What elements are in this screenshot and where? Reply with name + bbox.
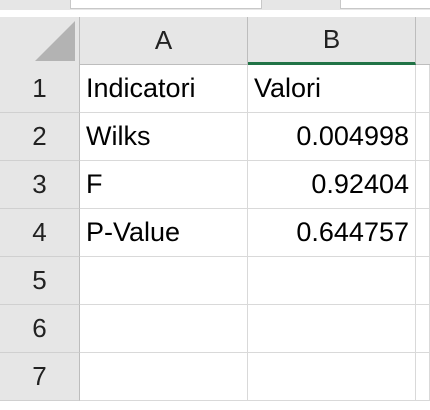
cell-a1[interactable]: Indicatori xyxy=(80,65,248,113)
cell-a2[interactable]: Wilks xyxy=(80,113,248,161)
cell-a3[interactable]: F xyxy=(80,161,248,209)
cell-b1[interactable]: Valori xyxy=(248,65,416,113)
cell-c6[interactable] xyxy=(416,305,430,353)
ribbon-edge xyxy=(0,0,430,10)
cell-b5[interactable] xyxy=(248,257,416,305)
row-header-5[interactable]: 5 xyxy=(0,257,80,305)
formula-bar-edge xyxy=(70,0,262,9)
row-header-1[interactable]: 1 xyxy=(0,65,80,113)
cell-c3[interactable] xyxy=(416,161,430,209)
select-all-button[interactable] xyxy=(0,17,80,66)
row-header-3[interactable]: 3 xyxy=(0,161,80,209)
column-header-c-partial[interactable] xyxy=(416,17,430,65)
cell-b7[interactable] xyxy=(248,353,416,401)
cell-c7[interactable] xyxy=(416,353,430,401)
column-header-a[interactable]: A xyxy=(80,17,248,65)
row-header-4[interactable]: 4 xyxy=(0,209,80,257)
cell-c5[interactable] xyxy=(416,257,430,305)
row-header-2[interactable]: 2 xyxy=(0,113,80,161)
cell-c1[interactable] xyxy=(416,65,430,113)
cell-b3[interactable]: 0.92404 xyxy=(248,161,416,209)
cell-a4[interactable]: P-Value xyxy=(80,209,248,257)
cell-a5[interactable] xyxy=(80,257,248,305)
cell-b6[interactable] xyxy=(248,305,416,353)
cell-b4[interactable]: 0.644757 xyxy=(248,209,416,257)
column-header-b[interactable]: B xyxy=(248,17,416,65)
cell-c4[interactable] xyxy=(416,209,430,257)
cell-b2[interactable]: 0.004998 xyxy=(248,113,416,161)
cell-a6[interactable] xyxy=(80,305,248,353)
select-all-triangle-icon xyxy=(35,21,75,61)
cell-a7[interactable] xyxy=(80,353,248,401)
cell-c2[interactable] xyxy=(416,113,430,161)
row-header-7[interactable]: 7 xyxy=(0,353,80,401)
row-header-6[interactable]: 6 xyxy=(0,305,80,353)
formula-bar-edge-right xyxy=(340,0,430,9)
